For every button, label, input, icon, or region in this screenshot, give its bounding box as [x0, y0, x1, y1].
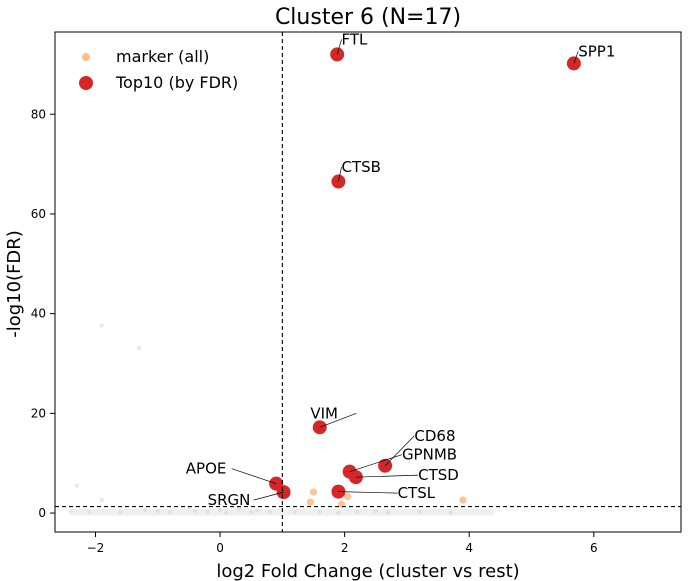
y-tick-label: 80	[31, 107, 46, 121]
leader-line-ctsb	[338, 167, 342, 182]
point-label-ctsb: CTSB	[342, 158, 381, 176]
x-tick-label: −2	[87, 541, 105, 555]
point-label-spp1: SPP1	[578, 42, 615, 60]
legend-marker-swatch	[82, 53, 90, 61]
background-point	[317, 509, 322, 514]
chart-title: Cluster 6 (N=17)	[275, 5, 461, 30]
background-points-layer	[68, 323, 495, 516]
background-point	[267, 509, 273, 514]
background-point	[155, 508, 160, 514]
y-tick-label: 60	[31, 207, 46, 221]
x-tick-label: 6	[590, 541, 598, 555]
background-point	[417, 509, 422, 514]
background-point	[354, 509, 360, 515]
legend-top10-label: Top10 (by FDR)	[115, 73, 238, 92]
background-point	[386, 510, 391, 515]
leader-line-ctsl	[338, 491, 398, 494]
x-tick-label: 2	[341, 541, 349, 555]
x-axis-label: log2 Fold Change (cluster vs rest)	[216, 561, 519, 581]
background-point	[373, 508, 378, 514]
point-label-ftl: FTL	[342, 30, 369, 48]
background-point	[292, 509, 298, 515]
background-point	[87, 509, 92, 515]
marker-point	[459, 496, 467, 504]
background-point	[168, 509, 173, 515]
threshold-lines	[55, 32, 681, 532]
background-point	[68, 509, 73, 514]
leader-line-vim	[319, 413, 357, 428]
background-point	[118, 510, 123, 515]
marker-point	[337, 500, 346, 508]
background-point	[74, 483, 80, 488]
marker-point	[309, 488, 318, 496]
point-label-ctsl: CTSL	[398, 484, 436, 502]
leader-line-cd68	[384, 435, 415, 466]
plot-frame	[54, 31, 682, 533]
leader-line-ctsd	[355, 474, 419, 478]
point-label-cd68: CD68	[414, 427, 455, 445]
background-point	[249, 509, 254, 515]
legend: marker (all) Top10 (by FDR)	[79, 47, 238, 92]
point-label-vim: VIM	[310, 404, 338, 422]
background-point	[99, 497, 104, 503]
leader-line-gpnmb	[349, 454, 403, 473]
background-point	[205, 509, 210, 514]
background-dense-band	[70, 508, 495, 516]
point-label-srgn: SRGN	[208, 491, 251, 509]
background-point	[336, 510, 341, 515]
background-point	[217, 507, 223, 513]
background-point	[236, 506, 241, 511]
y-tick-label: 0	[38, 506, 46, 520]
marker-point	[306, 498, 314, 506]
leader-line-apoe	[231, 468, 277, 484]
y-tick-label: 20	[31, 406, 46, 420]
legend-marker-label: marker (all)	[116, 47, 209, 66]
leader-line-srgn	[253, 491, 284, 501]
label-leader-lines	[231, 39, 579, 501]
background-point	[224, 510, 229, 515]
leader-line-ftl	[336, 39, 342, 55]
background-point	[99, 323, 104, 328]
background-point	[143, 507, 148, 513]
marker-point	[344, 493, 352, 501]
x-tick-label: 0	[216, 541, 224, 555]
legend-top10-swatch	[79, 76, 93, 90]
background-point	[136, 345, 142, 351]
background-point	[192, 508, 198, 514]
point-label-gpnmb: GPNMB	[402, 446, 457, 464]
point-label-ctsd: CTSD	[418, 466, 459, 484]
background-point	[448, 510, 453, 515]
y-axis-label: -log10(FDR)	[4, 230, 25, 338]
point-label-apoe: APOE	[186, 460, 227, 478]
y-tick-label: 40	[31, 307, 46, 321]
background-point	[255, 508, 260, 513]
x-tick-label: 4	[465, 541, 473, 555]
marker-points-layer	[306, 488, 467, 508]
leader-line-spp1	[573, 51, 579, 64]
